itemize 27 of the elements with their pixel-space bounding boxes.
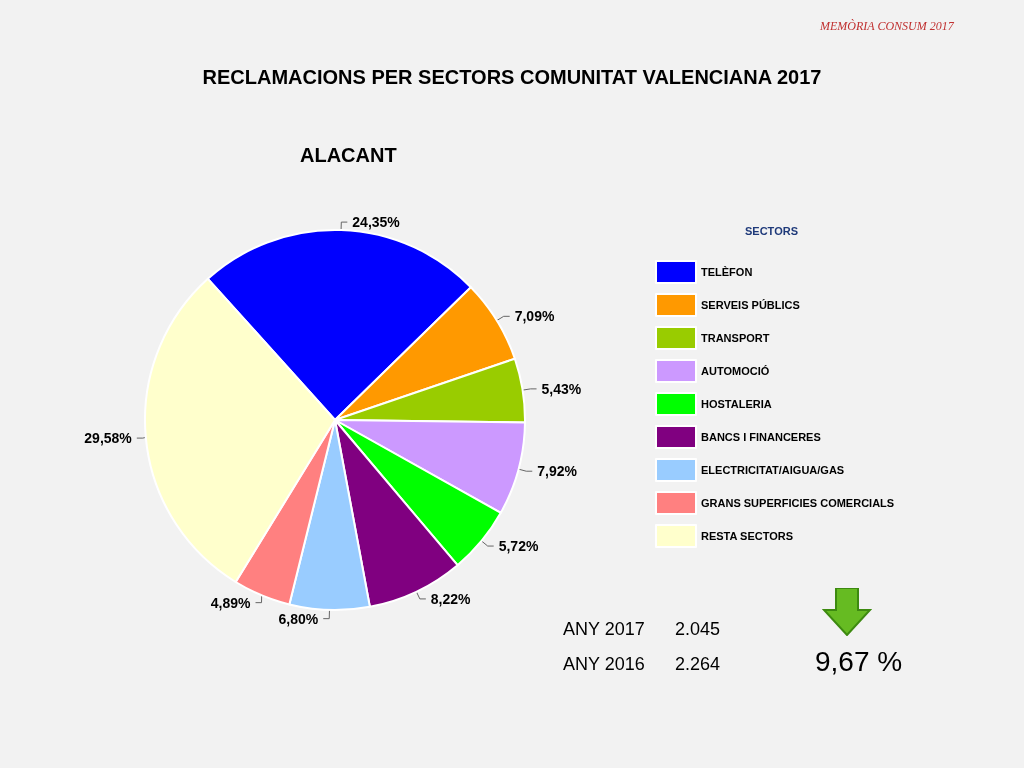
data-label: 7,92% <box>537 463 578 480</box>
data-label: 6,80% <box>278 610 319 627</box>
text: ANY 2017 <box>563 619 645 639</box>
legend-label: TRANSPORT <box>701 332 770 344</box>
legend-label: SERVEIS PÚBLICS <box>701 299 800 311</box>
legend-label: AUTOMOCIÓ <box>701 365 770 377</box>
legend-label: HOSTALERIA <box>701 398 772 410</box>
chart-subtitle: ALACANT <box>300 144 397 166</box>
data-label: 29,58% <box>84 430 133 447</box>
legend-label: TELÈFON <box>701 266 753 278</box>
legend-title: SECTORS <box>745 224 798 237</box>
text: ANY 2016 <box>563 654 645 674</box>
text: 2.264 <box>675 654 721 674</box>
data-label: 4,89% <box>210 594 252 611</box>
data-label: 5,43% <box>541 380 582 397</box>
legend-label: ELECTRICITAT/AIGUA/GAS <box>701 464 845 476</box>
legend-label: GRANS SUPERFICIES COMERCIALS <box>701 497 895 509</box>
text: MEMÒRIA CONSUM 2017 <box>819 19 955 33</box>
data-label: 24,35% <box>352 214 401 231</box>
text: 9,67 % <box>815 645 903 677</box>
legend-label: RESTA SECTORS <box>701 530 794 542</box>
chart-title: RECLAMACIONS PER SECTORS COMUNITAT VALENCIANA 2017 <box>202 66 822 88</box>
data-label: 8,22% <box>430 590 472 607</box>
data-label: 5,72% <box>498 538 539 555</box>
legend-label: BANCS I FINANCERES <box>701 431 821 443</box>
text: 2.045 <box>675 619 721 639</box>
data-label: 7,09% <box>514 308 555 325</box>
